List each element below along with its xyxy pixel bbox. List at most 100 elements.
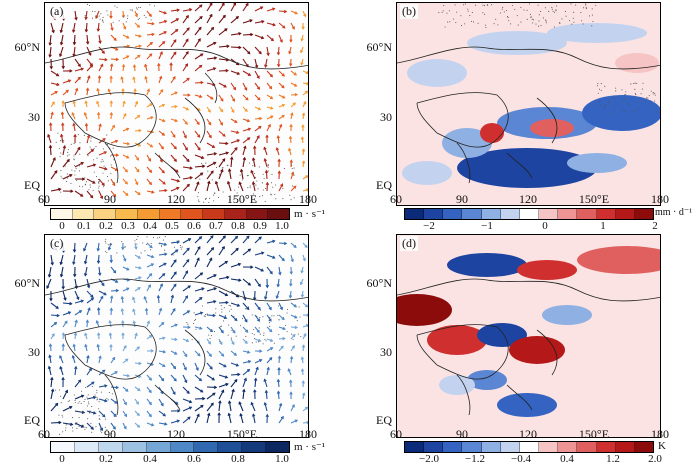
wind-arrow bbox=[290, 112, 293, 120]
stipple-dot bbox=[78, 165, 80, 167]
stipple-dot bbox=[247, 306, 249, 308]
wind-arrow bbox=[97, 254, 100, 264]
wind-arrow-head bbox=[236, 130, 240, 134]
wind-arrow-head bbox=[198, 26, 202, 30]
stipple-dot bbox=[59, 155, 61, 158]
wind-arrow-head bbox=[184, 379, 188, 384]
wind-arrow bbox=[230, 350, 237, 356]
stipple-dot bbox=[129, 9, 131, 11]
stipple-dot bbox=[255, 184, 257, 186]
wind-arrow bbox=[158, 130, 165, 136]
wind-arrow bbox=[110, 266, 117, 274]
stipple-dot bbox=[101, 431, 103, 433]
wind-arrow-head bbox=[187, 285, 191, 289]
wind-arrow-head bbox=[278, 402, 283, 407]
stipple-dot bbox=[255, 341, 257, 343]
wind-arrow-head bbox=[200, 80, 204, 85]
wind-arrow bbox=[254, 367, 259, 376]
wind-arrow-head bbox=[51, 29, 55, 34]
stipple-dot bbox=[102, 20, 104, 22]
stipple-dot bbox=[469, 14, 471, 17]
wind-arrow-head bbox=[64, 389, 69, 393]
stipple-dot bbox=[510, 23, 512, 25]
wind-arrow-head bbox=[184, 353, 188, 358]
wind-arrow-head bbox=[239, 412, 243, 417]
wind-arrow bbox=[230, 379, 238, 388]
wind-arrow bbox=[278, 356, 281, 364]
stipple-dot bbox=[517, 24, 519, 26]
stipple-dot bbox=[263, 334, 265, 336]
wind-arrow-head bbox=[294, 315, 298, 319]
wind-arrow-head bbox=[175, 249, 179, 253]
stipple-dot bbox=[634, 82, 636, 84]
wind-arrow-head bbox=[150, 423, 155, 427]
stipple-dot bbox=[208, 202, 210, 204]
wind-arrow-head bbox=[300, 38, 304, 42]
stipple-dot bbox=[78, 426, 80, 428]
wind-arrow bbox=[50, 302, 59, 309]
wind-arrow bbox=[98, 356, 101, 364]
stipple-dot bbox=[65, 424, 67, 426]
colorbar-swatch bbox=[405, 442, 425, 452]
wind-arrow-head bbox=[58, 420, 62, 425]
stipple-dot bbox=[105, 250, 107, 252]
wind-arrow bbox=[254, 359, 262, 364]
wind-arrow-head bbox=[162, 181, 166, 185]
colorbar-swatch bbox=[558, 442, 578, 452]
stipple-dot bbox=[181, 246, 183, 248]
stipple-dot bbox=[259, 333, 261, 335]
stipple-dot bbox=[84, 177, 86, 179]
wind-arrow bbox=[206, 247, 214, 256]
wind-arrow-head bbox=[281, 85, 285, 89]
stipple-dot bbox=[636, 82, 638, 84]
wind-arrow bbox=[134, 115, 141, 120]
wind-arrow bbox=[170, 295, 174, 304]
wind-arrow-head bbox=[56, 82, 60, 87]
stipple-dot bbox=[259, 309, 262, 311]
stipple-dot bbox=[131, 10, 133, 12]
stipple-dot bbox=[215, 308, 217, 310]
wind-arrow bbox=[290, 345, 295, 352]
wind-arrow bbox=[302, 345, 305, 352]
stipple-dot bbox=[484, 13, 486, 15]
wind-arrow bbox=[194, 246, 201, 256]
wind-arrow bbox=[300, 46, 304, 53]
stipple-dot bbox=[286, 312, 288, 314]
wind-arrow-head bbox=[208, 135, 212, 139]
wind-arrow bbox=[206, 413, 210, 424]
wind-arrow-head bbox=[247, 127, 252, 131]
stipple-dot bbox=[282, 187, 284, 189]
stipple-dot bbox=[106, 10, 108, 12]
wind-arrow bbox=[73, 101, 76, 108]
stipple-dot bbox=[192, 322, 195, 324]
stipple-dot bbox=[95, 15, 97, 17]
stipple-dot bbox=[293, 197, 295, 199]
wind-arrow bbox=[265, 390, 268, 400]
wind-arrow-head bbox=[97, 75, 102, 79]
stipple-dot bbox=[67, 151, 69, 154]
wind-arrow-head bbox=[227, 168, 232, 172]
wind-arrow-head bbox=[289, 355, 294, 360]
wind-arrow-head bbox=[249, 19, 253, 23]
wind-arrow bbox=[158, 422, 167, 425]
stipple-dot bbox=[98, 187, 100, 189]
wind-arrow bbox=[218, 3, 225, 12]
stipple-dot bbox=[217, 196, 219, 198]
wind-arrow-head bbox=[81, 177, 86, 181]
wind-arrow-head bbox=[80, 67, 85, 71]
wind-arrow-head bbox=[269, 96, 274, 100]
wind-arrow bbox=[194, 181, 200, 192]
wind-arrow-head bbox=[251, 157, 256, 161]
wind-arrow bbox=[85, 101, 88, 108]
wind-arrow bbox=[289, 290, 292, 298]
stipple-dot bbox=[642, 82, 644, 84]
colorbar-d-unit: K bbox=[658, 440, 666, 452]
stipple-dot bbox=[257, 188, 259, 190]
wind-arrow-head bbox=[62, 144, 67, 149]
wind-arrow bbox=[206, 142, 215, 148]
wind-arrow-head bbox=[276, 390, 281, 394]
colorbar-d-tick: −2.0 bbox=[419, 453, 439, 465]
wind-arrow bbox=[194, 272, 203, 280]
wind-arrow bbox=[278, 242, 287, 245]
wind-arrow bbox=[146, 178, 152, 185]
